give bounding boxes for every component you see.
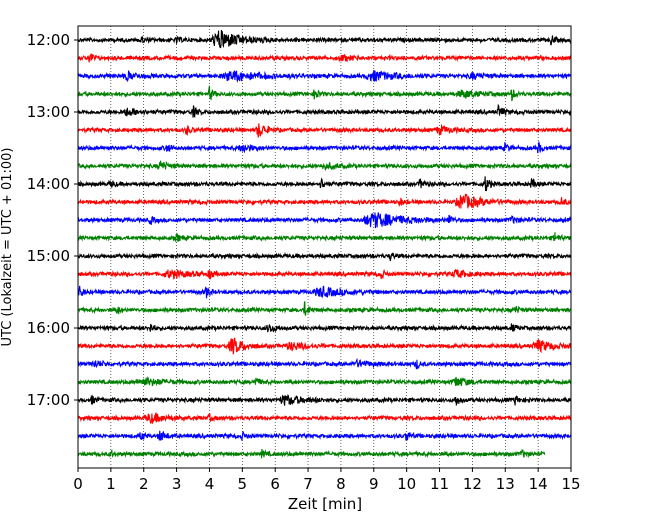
trace-1515 — [77, 268, 572, 281]
x-tick-label-9: 9 — [369, 475, 379, 493]
trace-1600 — [77, 323, 572, 333]
trace-1415 — [77, 193, 572, 209]
trace-1300 — [77, 103, 572, 119]
x-tick-label-1: 1 — [106, 475, 116, 493]
trace-1245 — [77, 85, 572, 102]
x-tick-label-6: 6 — [270, 475, 280, 493]
trace-1500 — [77, 251, 572, 262]
x-tick-label-14: 14 — [529, 475, 548, 493]
x-tick-label-0: 0 — [73, 475, 83, 493]
y-tick-label-1400: 14:00 — [27, 175, 70, 193]
seismogram-traces — [77, 29, 572, 459]
y-tick-label-1300: 13:00 — [27, 103, 70, 121]
trace-1345 — [77, 160, 572, 171]
trace-1200 — [77, 29, 572, 49]
trace-1715 — [77, 412, 572, 424]
trace-1315 — [77, 123, 572, 138]
x-tick-label-15: 15 — [561, 475, 580, 493]
x-tick-label-3: 3 — [172, 475, 182, 493]
y-axis-title: UTC (Lokalzeit = UTC + 01:00) — [0, 148, 15, 347]
x-tick-label-8: 8 — [336, 475, 346, 493]
trace-1330 — [77, 140, 572, 154]
y-tick-label-1700: 17:00 — [27, 391, 70, 409]
trace-1630 — [77, 357, 572, 370]
trace-1215 — [77, 53, 572, 63]
y-tick-label-1600: 16:00 — [27, 319, 70, 337]
y-axis-ticks: 12:00 13:00 14:00 15:00 16:00 17:00 — [27, 31, 78, 409]
x-tick-label-12: 12 — [463, 475, 482, 493]
trace-1530 — [77, 285, 572, 299]
x-tick-label-10: 10 — [397, 475, 416, 493]
trace-1730 — [77, 430, 572, 441]
plot-area-frame — [77, 25, 572, 469]
trace-1745 — [77, 448, 546, 459]
x-tick-label-7: 7 — [303, 475, 313, 493]
x-tick-label-4: 4 — [205, 475, 215, 493]
trace-1545 — [77, 301, 572, 317]
x-tick-label-2: 2 — [139, 475, 149, 493]
x-axis-ticks: 0 1 2 3 4 5 6 7 8 9 10 11 12 13 14 15 — [73, 468, 581, 493]
trace-1400 — [77, 176, 572, 192]
trace-1615 — [77, 337, 572, 355]
trace-1700 — [77, 394, 572, 406]
x-tick-label-11: 11 — [430, 475, 449, 493]
y-tick-label-1500: 15:00 — [27, 247, 70, 265]
trace-1445 — [77, 232, 572, 243]
x-tick-label-13: 13 — [496, 475, 515, 493]
x-axis-title: Zeit [min] — [288, 495, 362, 513]
trace-1645 — [77, 376, 572, 387]
trace-1230 — [77, 69, 572, 83]
trace-1430 — [77, 212, 572, 229]
y-tick-label-1200: 12:00 — [27, 31, 70, 49]
x-tick-label-5: 5 — [238, 475, 248, 493]
